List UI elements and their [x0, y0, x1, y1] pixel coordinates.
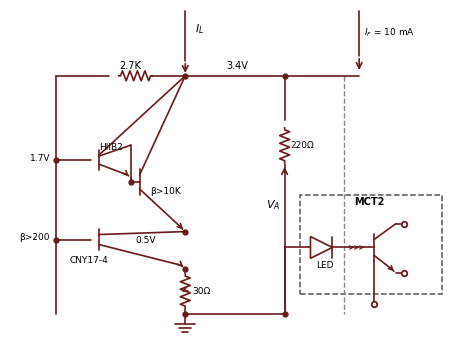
Bar — [299, 195, 442, 294]
Text: 3.4V: 3.4V — [226, 61, 248, 71]
Text: β>10K: β>10K — [150, 187, 181, 196]
Text: HIIB2: HIIB2 — [99, 143, 123, 152]
Text: CNY17-4: CNY17-4 — [69, 256, 108, 265]
Text: 1.7V: 1.7V — [29, 154, 50, 162]
Text: $I_F$ = 10 mA: $I_F$ = 10 mA — [363, 27, 414, 39]
Text: 0.5V: 0.5V — [135, 236, 156, 245]
Text: $V_A$: $V_A$ — [265, 198, 280, 212]
Text: 2.7K: 2.7K — [120, 61, 141, 71]
Text: 220Ω: 220Ω — [291, 141, 314, 150]
Text: 30Ω: 30Ω — [192, 287, 210, 296]
Text: LED: LED — [316, 261, 333, 270]
Text: $I_L$: $I_L$ — [195, 22, 204, 36]
Text: β>200: β>200 — [19, 233, 50, 242]
Text: MCT2: MCT2 — [354, 197, 384, 207]
